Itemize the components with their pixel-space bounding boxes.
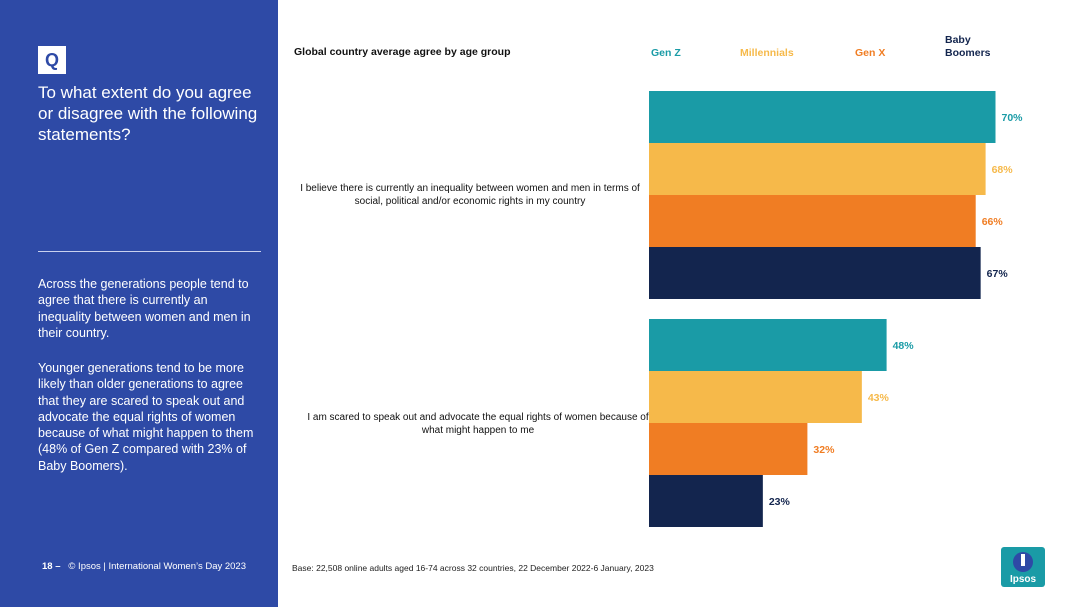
copyright-text: © Ipsos | International Women’s Day 2023 [68, 561, 246, 572]
base-note: Base: 22,508 online adults aged 16-74 ac… [292, 563, 654, 573]
page-number: 18 – [42, 561, 61, 572]
data-label-millennials-statement-1: 68% [992, 164, 1014, 176]
sidebar: Q To what extent do you agree or disagre… [0, 0, 278, 607]
data-label-millennials-statement-2: 43% [868, 392, 890, 404]
summary-paragraph-2: Younger generations tend to be more like… [38, 361, 254, 473]
divider [38, 251, 261, 252]
bar-gen-x-statement-1 [649, 195, 976, 247]
bar-millennials-statement-1 [649, 143, 986, 195]
bar-baby-boomers-statement-1 [649, 247, 981, 299]
footer: 18 – © Ipsos | International Women’s Day… [42, 561, 246, 572]
bar-gen-z-statement-2 [649, 319, 887, 371]
data-label-gen-z-statement-2: 48% [893, 340, 915, 352]
bar-baby-boomers-statement-2 [649, 475, 763, 527]
legend-millennials: Millennials [740, 47, 794, 59]
bar-gen-x-statement-2 [649, 423, 808, 475]
logo-text: Ipsos [1010, 574, 1037, 585]
data-label-gen-x-statement-2: 32% [813, 444, 835, 456]
data-label-baby-boomers-statement-1: 67% [987, 268, 1009, 280]
data-label-baby-boomers-statement-2: 23% [769, 496, 791, 508]
question-text: To what extent do you agree or disagree … [38, 83, 258, 144]
legend-gen-x: Gen X [855, 47, 886, 59]
summary-paragraph-1: Across the generations people tend to ag… [38, 277, 251, 340]
bar-gen-z-statement-1 [649, 91, 996, 143]
data-label-gen-x-statement-1: 66% [982, 216, 1004, 228]
statement-2-label: I am scared to speak out and advocate th… [307, 412, 649, 436]
bar-millennials-statement-2 [649, 371, 862, 423]
data-label-gen-z-statement-1: 70% [1002, 112, 1024, 124]
question-badge: Q [38, 46, 66, 74]
ipsos-logo: Ipsos [1001, 547, 1045, 587]
chart-title: Global country average agree by age grou… [294, 46, 511, 58]
legend-baby-boomers: Baby Boomers [945, 34, 991, 59]
statement-1-label: I believe there is currently an inequali… [300, 183, 640, 207]
legend-gen-z: Gen Z [651, 47, 681, 59]
